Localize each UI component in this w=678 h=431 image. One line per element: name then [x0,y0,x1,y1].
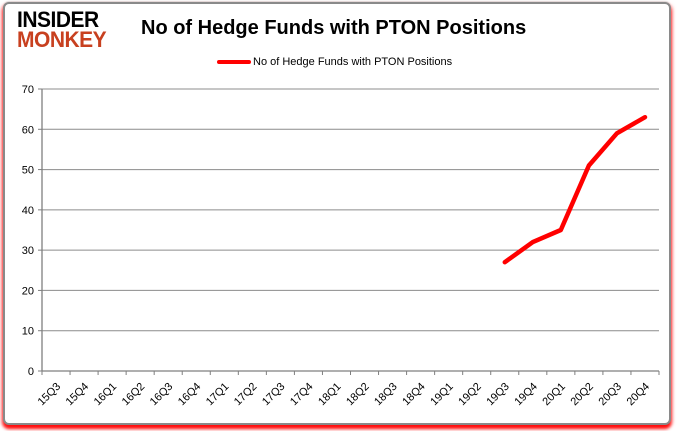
logo-text-monkey: MONKEY [17,28,107,53]
x-tick-label-16Q2: 16Q2 [120,381,148,409]
x-tick-label-19Q1: 19Q1 [428,381,456,409]
x-tick-label-17Q1: 17Q1 [204,381,232,409]
x-tick-label-20Q4: 20Q4 [625,381,653,409]
x-tick-label-18Q4: 18Q4 [400,381,428,409]
x-tick-label-20Q2: 20Q2 [568,381,596,409]
x-tick-label-20Q3: 20Q3 [597,381,625,409]
x-tick-label-16Q4: 16Q4 [176,381,204,409]
x-tick-label-15Q3: 15Q3 [36,381,64,409]
x-tick-label-18Q3: 18Q3 [372,381,400,409]
x-tick-label-18Q1: 18Q1 [316,381,344,409]
legend: No of Hedge Funds with PTON Positions [217,56,452,68]
x-tick-label-16Q1: 16Q1 [92,381,120,409]
legend-line-swatch [217,59,251,65]
legend-label: No of Hedge Funds with PTON Positions [253,56,453,68]
chart-frame: INSIDER MONKEY No of Hedge Funds with PT… [3,2,671,425]
insider-monkey-logo: INSIDER MONKEY [17,7,107,53]
x-tick-label-17Q2: 17Q2 [232,381,260,409]
logo-text-insider: INSIDER [17,7,99,33]
chart-title: No of Hedge Funds with PTON Positions [141,17,527,39]
x-tick-label-18Q2: 18Q2 [344,381,372,409]
x-tick-label-15Q4: 15Q4 [64,381,92,409]
y-tick-label-0: 0 [28,366,34,378]
x-tick-label-19Q4: 19Q4 [512,381,540,409]
x-tick-label-20Q1: 20Q1 [540,381,568,409]
x-tick-label-16Q3: 16Q3 [148,381,176,409]
y-tick-label-30: 30 [22,245,34,257]
y-tick-label-60: 60 [22,124,34,136]
x-tick-label-19Q3: 19Q3 [484,381,512,409]
x-tick-label-19Q2: 19Q2 [456,381,484,409]
y-tick-label-40: 40 [22,205,34,217]
y-tick-label-70: 70 [22,84,34,96]
series-line [502,114,648,265]
x-tick-label-17Q3: 17Q3 [260,381,288,409]
y-tick-label-10: 10 [22,326,34,338]
x-tick-label-17Q4: 17Q4 [288,381,316,409]
y-tick-label-20: 20 [22,285,34,297]
y-tick-label-50: 50 [22,165,34,177]
